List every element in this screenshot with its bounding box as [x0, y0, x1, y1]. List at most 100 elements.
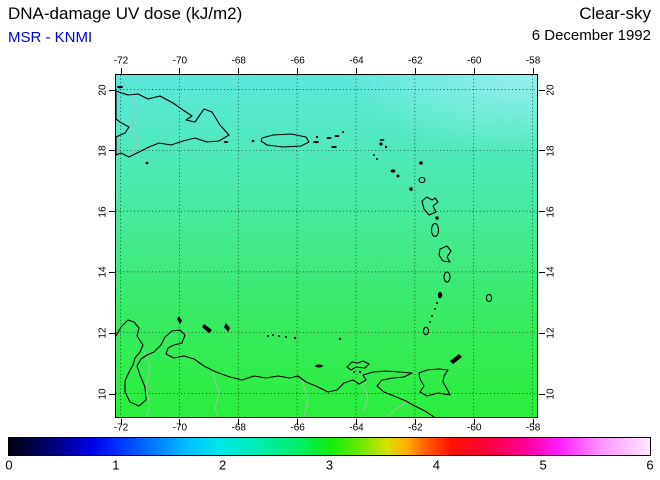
island-anegada: [342, 131, 344, 133]
coast-st-lucia: [443, 271, 451, 283]
island-st-croix: [331, 146, 337, 148]
lon-tick-label-bottom: -70: [172, 422, 188, 434]
axis-tick: [238, 68, 240, 74]
island-bonaire: [224, 323, 230, 332]
axis-tick: [109, 89, 115, 91]
map-canvas: [116, 75, 537, 417]
country-borders: [130, 95, 409, 417]
axis-tick: [109, 271, 115, 273]
lon-tick-label-bottom: -60: [466, 422, 482, 434]
coast-martinique: [438, 245, 452, 263]
axis-tick: [539, 211, 545, 213]
axis-tick: [539, 89, 545, 91]
island-marie-galante: [435, 216, 439, 220]
border-line: [301, 379, 309, 417]
gridlines: [116, 75, 537, 417]
axis-tick: [539, 332, 545, 334]
island-los-roques: [285, 336, 287, 338]
island-orchila: [293, 336, 297, 340]
axis-tick: [473, 68, 475, 74]
lat-tick-label-right: 20: [545, 84, 557, 96]
border-line: [385, 400, 409, 417]
lon-tick-label-top: -62: [408, 55, 423, 67]
island-st-thomas: [326, 137, 332, 139]
island-grenadines: [429, 321, 431, 323]
border-line: [142, 347, 151, 417]
coast-hispaniola: [116, 90, 230, 158]
island-los-roques: [272, 334, 274, 336]
coast-puerto-rico: [260, 133, 310, 148]
axis-tick: [120, 68, 122, 74]
lon-tick-label-top: -66: [290, 55, 305, 67]
axis-tick: [539, 271, 545, 273]
coast-guadeloupe: [421, 196, 439, 216]
page-title: DNA-damage UV dose (kJ/m2): [8, 4, 243, 23]
island-tobago: [450, 354, 462, 364]
island-st-kitts: [390, 169, 396, 173]
island-barbuda: [419, 161, 423, 165]
lon-tick-label-top: -64: [349, 55, 364, 67]
island-culebra: [315, 135, 319, 139]
lat-tick-label-left: 20: [97, 84, 109, 96]
island-grenadines: [431, 315, 433, 317]
coast-grenada: [422, 326, 430, 336]
lon-tick-label-top: -60: [466, 55, 482, 67]
colorbar-tick-label: 3: [325, 457, 334, 473]
axis-tick: [179, 68, 181, 74]
lat-tick-label-left: 10: [97, 388, 109, 400]
colorbar-tick-label: 5: [539, 457, 547, 473]
island-blanquilla: [338, 337, 342, 341]
axis-tick: [297, 419, 299, 425]
island-la-tortuga: [315, 364, 323, 368]
lat-tick-label-left: 14: [97, 266, 109, 278]
island-anguilla: [379, 139, 385, 141]
axis-tick: [539, 393, 545, 395]
colorbar-gradient: [8, 437, 651, 456]
island-grenadines: [434, 308, 436, 310]
axis-tick: [532, 68, 534, 74]
border-line: [361, 383, 369, 412]
island-aruba: [177, 316, 182, 324]
axis-tick: [179, 419, 181, 425]
lat-tick-label-right: 10: [545, 388, 557, 400]
colorbar-tick-label: 2: [219, 457, 227, 473]
island-saba: [373, 154, 375, 156]
axis-tick: [414, 419, 416, 425]
lon-tick-label-bottom: -64: [349, 422, 364, 434]
lon-tick-label-bottom: -58: [525, 422, 541, 434]
coast-dominica: [430, 222, 440, 238]
colorbar-tick-label: 6: [646, 457, 654, 473]
island-statia: [376, 158, 378, 160]
coast-margarita: [346, 360, 370, 371]
island-beata: [145, 161, 149, 165]
axis-tick: [109, 393, 115, 395]
island-tortuga: [117, 85, 123, 89]
small-islands: [117, 85, 462, 374]
lon-tick-label-bottom: -72: [113, 422, 129, 434]
axis-tick: [297, 68, 299, 74]
axis-tick: [473, 419, 475, 425]
lat-tick-label-left: 18: [97, 145, 109, 157]
island-los-roques: [278, 335, 280, 337]
lat-tick-label-left: 16: [97, 206, 109, 218]
island-mona: [251, 139, 255, 143]
coast-antigua: [418, 176, 426, 184]
axis-tick: [414, 68, 416, 74]
island-grenadines: [436, 302, 438, 304]
island-coche: [358, 370, 362, 374]
axis-tick: [109, 150, 115, 152]
lon-tick-label-top: -70: [172, 55, 188, 67]
coast-south-america: [116, 319, 435, 417]
lon-tick-label-top: -68: [231, 55, 246, 67]
lon-tick-label-bottom: -62: [408, 422, 423, 434]
island-st-vincent: [437, 291, 443, 299]
colorbar-tick-label: 4: [432, 457, 440, 473]
map-plot: [115, 74, 538, 418]
border-line: [130, 95, 140, 157]
axis-tick: [355, 68, 357, 74]
lat-tick-label-right: 18: [545, 145, 557, 157]
colorbar-tick-label: 1: [112, 457, 120, 473]
coast-trinidad: [418, 368, 451, 397]
axis-tick: [532, 419, 534, 425]
lon-tick-label-top: -72: [113, 55, 129, 67]
